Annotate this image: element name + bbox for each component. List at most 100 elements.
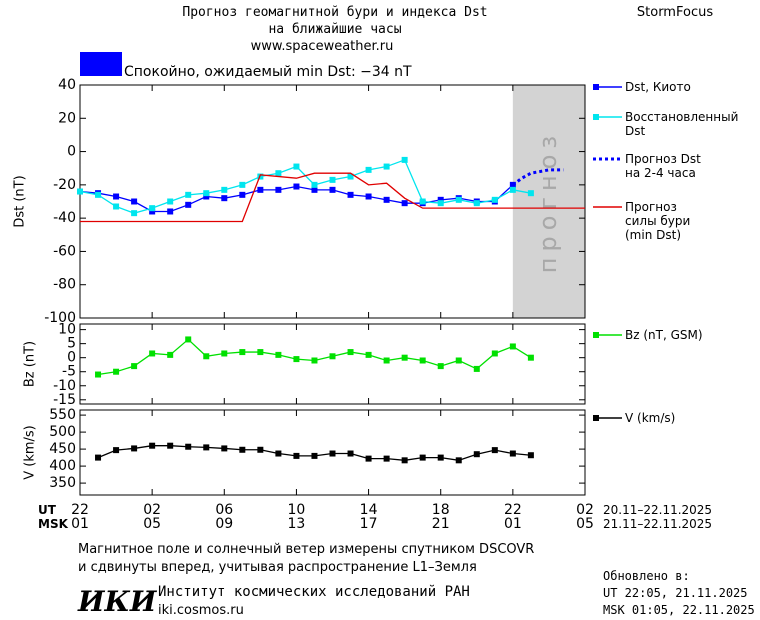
marker xyxy=(167,208,174,215)
updated-title: Обновлено в: xyxy=(603,569,690,583)
marker xyxy=(437,454,444,461)
x2-tick-label: 21 xyxy=(432,516,450,532)
marker xyxy=(401,156,408,163)
marker xyxy=(491,447,498,454)
marker xyxy=(167,198,174,205)
x-tick-label: 22 xyxy=(71,502,89,518)
marker xyxy=(95,371,102,378)
marker xyxy=(401,457,408,464)
y-tick-label: 0 xyxy=(67,144,76,160)
x2-tick-label: 05 xyxy=(576,516,594,532)
marker xyxy=(257,186,264,193)
marker xyxy=(527,354,534,361)
x2-tick-label: 05 xyxy=(143,516,161,532)
legend-label: Восстановленный Dst xyxy=(625,110,738,138)
legend-label: Bz (nT, GSM) xyxy=(625,328,703,342)
y-tick-label: -60 xyxy=(53,243,76,259)
marker xyxy=(239,349,246,356)
marker xyxy=(491,350,498,357)
x-tick-label: 14 xyxy=(360,502,378,518)
marker xyxy=(473,365,480,372)
marker xyxy=(509,450,516,457)
marker xyxy=(473,451,480,458)
header-url: www.spaceweather.ru xyxy=(251,39,394,54)
marker xyxy=(275,351,282,358)
y-tick-label: 5 xyxy=(67,336,76,352)
marker xyxy=(167,351,174,358)
marker xyxy=(383,357,390,364)
legend-marker xyxy=(593,415,599,421)
plot-frame xyxy=(79,84,586,319)
marker xyxy=(149,350,156,357)
marker xyxy=(401,354,408,361)
series-line xyxy=(79,159,532,214)
marker xyxy=(527,452,534,459)
y-tick-label: 40 xyxy=(58,77,76,93)
marker xyxy=(311,357,318,364)
footer-note: Магнитное поле и солнечный ветер измерен… xyxy=(78,542,534,575)
marker xyxy=(275,186,282,193)
marker xyxy=(293,356,300,363)
plot-frame xyxy=(79,323,586,405)
marker xyxy=(185,443,192,450)
marker xyxy=(275,170,282,177)
x2-tick-label: 09 xyxy=(215,516,233,532)
x-tick-label: 18 xyxy=(432,502,450,518)
marker xyxy=(293,452,300,459)
x-date-range: 20.11–22.11.2025 xyxy=(603,503,712,517)
forecast-label: прогноз xyxy=(534,130,562,273)
marker xyxy=(347,349,354,356)
marker xyxy=(149,208,156,215)
marker xyxy=(239,191,246,198)
series-line xyxy=(511,168,564,187)
marker xyxy=(365,166,372,173)
marker xyxy=(131,210,138,217)
x-tick-label: 02 xyxy=(576,502,594,518)
marker xyxy=(221,445,228,452)
legend-label: V (km/s) xyxy=(625,411,675,425)
marker xyxy=(311,452,318,459)
legend-label: Dst, Киото xyxy=(625,80,691,94)
marker xyxy=(221,195,228,202)
marker xyxy=(149,205,156,212)
marker xyxy=(293,183,300,190)
marker xyxy=(329,353,336,360)
marker xyxy=(185,336,192,343)
plot-frame xyxy=(79,409,586,496)
y-tick-label: 20 xyxy=(58,110,76,126)
marker xyxy=(185,201,192,208)
marker xyxy=(203,353,210,360)
marker xyxy=(383,455,390,462)
marker xyxy=(437,200,444,207)
x2-tick-label: 01 xyxy=(504,516,522,532)
marker xyxy=(221,350,228,357)
y-tick-label: -40 xyxy=(53,210,76,226)
marker xyxy=(455,457,462,464)
y-tick-label: 10 xyxy=(58,322,76,338)
marker xyxy=(113,368,120,375)
marker xyxy=(257,349,264,356)
marker xyxy=(257,446,264,453)
x2-date-range: 21.11–22.11.2025 xyxy=(603,517,712,531)
legend-label: Прогноз силы бури (min Dst) xyxy=(625,200,690,242)
marker xyxy=(167,442,174,449)
legend-marker xyxy=(593,332,599,338)
legend-marker xyxy=(593,84,599,90)
y-tick-label: -20 xyxy=(53,177,76,193)
x2-axis-label: MSK xyxy=(38,517,69,531)
status-text: Спокойно, ожидаемый min Dst: −34 nT xyxy=(124,64,412,80)
x2-tick-label: 01 xyxy=(71,516,89,532)
y-axis-label: V (km/s) xyxy=(23,425,38,480)
marker xyxy=(311,186,318,193)
marker xyxy=(347,450,354,457)
marker xyxy=(203,190,210,197)
marker xyxy=(95,191,102,198)
marker xyxy=(293,163,300,170)
marker xyxy=(365,193,372,200)
marker xyxy=(131,198,138,205)
marker xyxy=(347,191,354,198)
y-tick-label: -80 xyxy=(53,277,76,293)
status-box xyxy=(80,52,122,76)
marker xyxy=(221,186,228,193)
